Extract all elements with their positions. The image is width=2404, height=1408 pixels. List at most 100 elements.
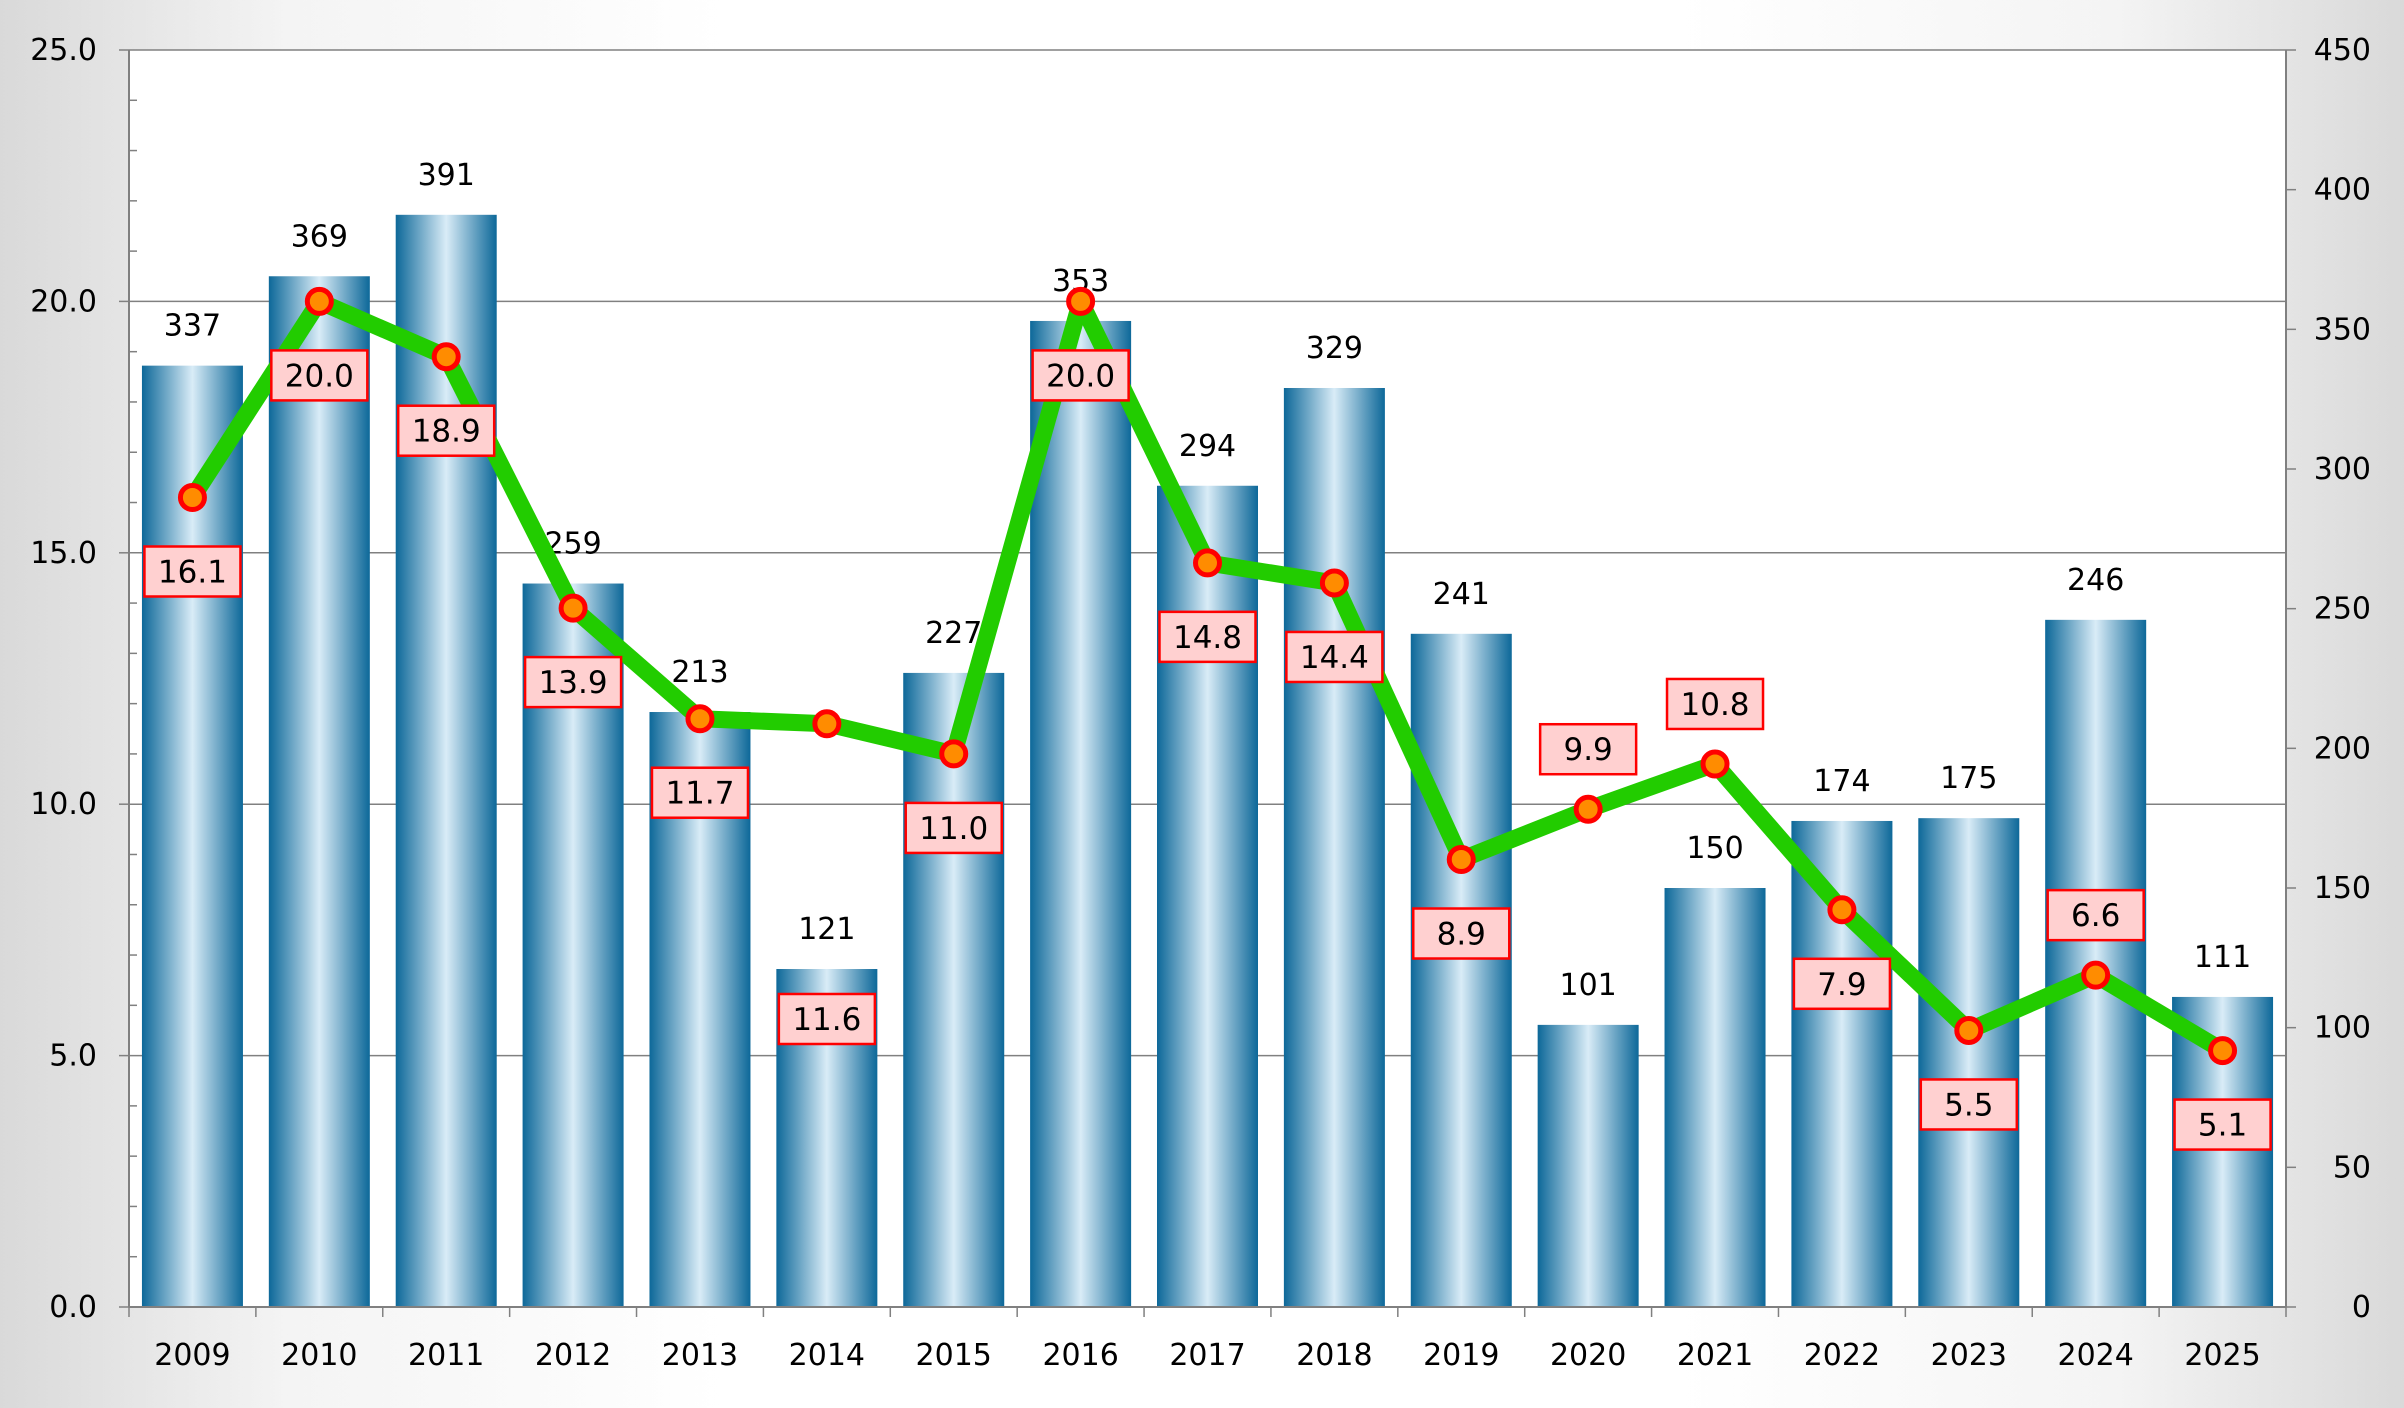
left-tick-label: 0.0 xyxy=(49,1290,97,1325)
line-marker-2016 xyxy=(1066,286,1096,316)
line-label-2010: 20.0 xyxy=(285,358,354,394)
bar-label-2017: 294 xyxy=(1179,429,1236,464)
line-label-box-2017 xyxy=(1158,610,1257,664)
line-marker-2018 xyxy=(1319,568,1349,598)
right-tick-label: 350 xyxy=(2314,312,2371,347)
left-tick-label: 20.0 xyxy=(30,284,97,319)
line-label-box-2013 xyxy=(650,766,750,819)
bar-label-2009: 337 xyxy=(164,309,221,344)
line-label-box-2015 xyxy=(904,801,1003,855)
line-marker-2017 xyxy=(1193,548,1222,578)
left-tick-label: 25.0 xyxy=(30,33,97,68)
line-series xyxy=(177,286,2238,1066)
bar-label-2013: 213 xyxy=(671,655,728,690)
x-tick-label: 2024 xyxy=(2057,1338,2133,1373)
x-tick-label: 2013 xyxy=(662,1338,738,1373)
line-label-2014: 11.6 xyxy=(792,1002,861,1038)
line-marker-2022 xyxy=(1827,895,1857,925)
x-tick-label: 2022 xyxy=(1804,1338,1880,1373)
x-tick-label: 2010 xyxy=(281,1338,357,1373)
axes xyxy=(119,49,2296,1317)
x-tick-label: 2018 xyxy=(1296,1338,1372,1373)
line-marker-2019 xyxy=(1446,845,1476,875)
line-marker-2010 xyxy=(304,286,334,316)
bar-label-2024: 246 xyxy=(2067,563,2124,598)
bar-label-2011: 391 xyxy=(418,158,475,193)
x-tick-label: 2009 xyxy=(154,1338,230,1373)
line-label-box-2021 xyxy=(1665,677,1765,731)
x-tick-label: 2021 xyxy=(1677,1338,1753,1373)
line-label-2025: 5.1 xyxy=(2198,1108,2247,1144)
line-label-2022: 7.9 xyxy=(1817,967,1866,1003)
line-label-box-2025 xyxy=(2173,1098,2272,1151)
line-label-box-2012 xyxy=(523,655,623,709)
bar-2022 xyxy=(1791,820,1893,1307)
line-label-box-2019 xyxy=(1412,907,1511,960)
left-tick-label: 15.0 xyxy=(30,536,97,571)
bar-label-2014: 121 xyxy=(798,912,855,947)
x-tick-label: 2023 xyxy=(1931,1338,2007,1373)
bars xyxy=(141,214,2274,1308)
line-label-2011: 18.9 xyxy=(412,414,481,450)
right-tick-label: 400 xyxy=(2314,173,2371,208)
bar-2020 xyxy=(1537,1024,1639,1307)
line-label-2018: 14.4 xyxy=(1300,640,1369,676)
x-tick-label: 2025 xyxy=(2184,1338,2260,1373)
x-tick-label: 2017 xyxy=(1169,1338,1245,1373)
bar-label-2010: 369 xyxy=(291,219,348,254)
bar-2021 xyxy=(1664,888,1766,1307)
right-tick-label: 200 xyxy=(2314,731,2371,766)
right-tick-label: 250 xyxy=(2314,592,2371,627)
left-tick-label: 10.0 xyxy=(30,787,97,822)
line-marker-2020 xyxy=(1573,794,1603,824)
x-tick-label: 2014 xyxy=(789,1338,865,1373)
line-marker-2021 xyxy=(1700,749,1730,779)
line-label-2019: 8.9 xyxy=(1437,917,1486,953)
bar-2015 xyxy=(903,672,1005,1307)
x-tick-label: 2016 xyxy=(1042,1338,1118,1373)
right-tick-label: 100 xyxy=(2314,1011,2371,1046)
bar-label-2022: 174 xyxy=(1813,764,1870,799)
line-label-box-2022 xyxy=(1792,957,1892,1011)
right-tick-label: 450 xyxy=(2314,33,2371,68)
bar-data-labels: 3373693912592131212273532943292411011501… xyxy=(164,158,2251,1003)
right-tick-label: 0 xyxy=(2352,1290,2371,1325)
bar-label-2025: 111 xyxy=(2194,940,2251,975)
right-tick-label: 300 xyxy=(2314,452,2371,487)
line-marker-2025 xyxy=(2208,1036,2238,1066)
line-marker-2014 xyxy=(812,709,842,739)
x-tick-label: 2015 xyxy=(916,1338,992,1373)
line-data-labels: 16.1 20.0 18.9 13.9 11.7 11.6 11.0 20.0 14.8 14.4… xyxy=(143,349,2272,1151)
line-label-box-2020 xyxy=(1538,722,1638,776)
bar-2010 xyxy=(268,276,370,1307)
line-marker-2009 xyxy=(177,482,207,512)
bar-2018 xyxy=(1283,387,1385,1307)
line-label-2021: 10.8 xyxy=(1681,687,1750,723)
bar-2019 xyxy=(1410,633,1512,1307)
bar-label-2015: 227 xyxy=(925,616,982,651)
bar-label-2019: 241 xyxy=(1433,577,1490,612)
line-label-2024: 6.6 xyxy=(2071,898,2120,934)
line-marker-2023 xyxy=(1954,1015,1984,1045)
line-marker-2012 xyxy=(558,593,588,623)
line-label-box-2014 xyxy=(777,992,877,1046)
bar-2016 xyxy=(1030,320,1132,1307)
line-label-2013: 11.7 xyxy=(665,776,734,812)
line-label-box-2024 xyxy=(2046,888,2145,942)
line-label-2015: 11.0 xyxy=(919,811,988,847)
line-label-2020: 9.9 xyxy=(1563,732,1612,768)
right-tick-label: 150 xyxy=(2314,871,2371,906)
bar-label-2018: 329 xyxy=(1306,331,1363,366)
bar-2011 xyxy=(395,214,497,1308)
x-tick-label: 2020 xyxy=(1550,1338,1626,1373)
bar-label-2021: 150 xyxy=(1686,831,1743,866)
line-label-box-2011 xyxy=(396,404,496,457)
line-label-2012: 13.9 xyxy=(539,665,608,701)
line-marker-2015 xyxy=(939,739,969,769)
line-label-box-2016 xyxy=(1031,349,1130,402)
bar-label-2023: 175 xyxy=(1940,761,1997,796)
line-marker-2011 xyxy=(431,342,461,372)
tick-labels: 0.0 5.0 10.0 15.0 20.0 25.0 0 50 100 150 200 250 300… xyxy=(30,33,2371,1373)
